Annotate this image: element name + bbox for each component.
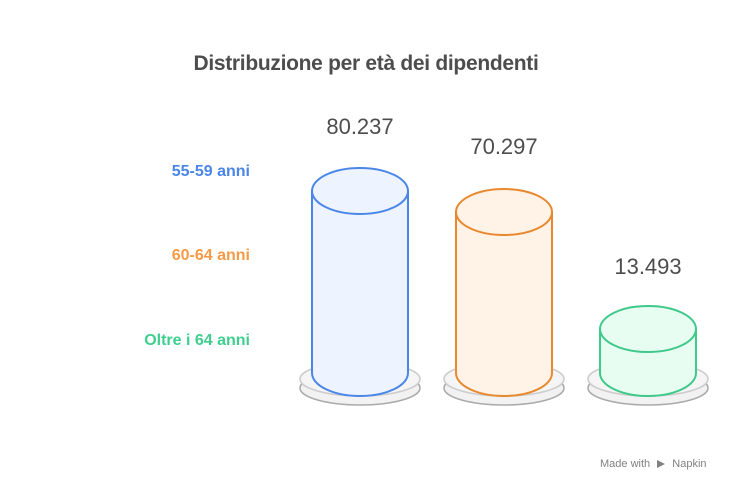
bar-value-60-64: 70.297 (470, 134, 538, 159)
napkin-brand-text: Napkin (672, 458, 707, 471)
bar-cylinder-55-59 (311, 167, 409, 397)
legend-label-over-64: Oltre i 64 anni (144, 332, 250, 349)
bar-value-over-64: 13.493 (614, 254, 682, 279)
chart-title: Distribuzione per età dei dipendenti (193, 52, 539, 75)
made-with-text: Made with (600, 458, 651, 471)
legend-label-60-64: 60-64 anni (171, 247, 250, 264)
bar-cylinder-over-64 (599, 305, 697, 397)
footer-attribution[interactable]: Made with Napkin (600, 458, 707, 470)
napkin-logo-icon (656, 459, 666, 469)
bar-value-55-59: 80.237 (326, 114, 394, 139)
bar-cylinder-60-64 (455, 188, 553, 397)
legend-label-55-59: 55-59 anni (171, 163, 250, 180)
